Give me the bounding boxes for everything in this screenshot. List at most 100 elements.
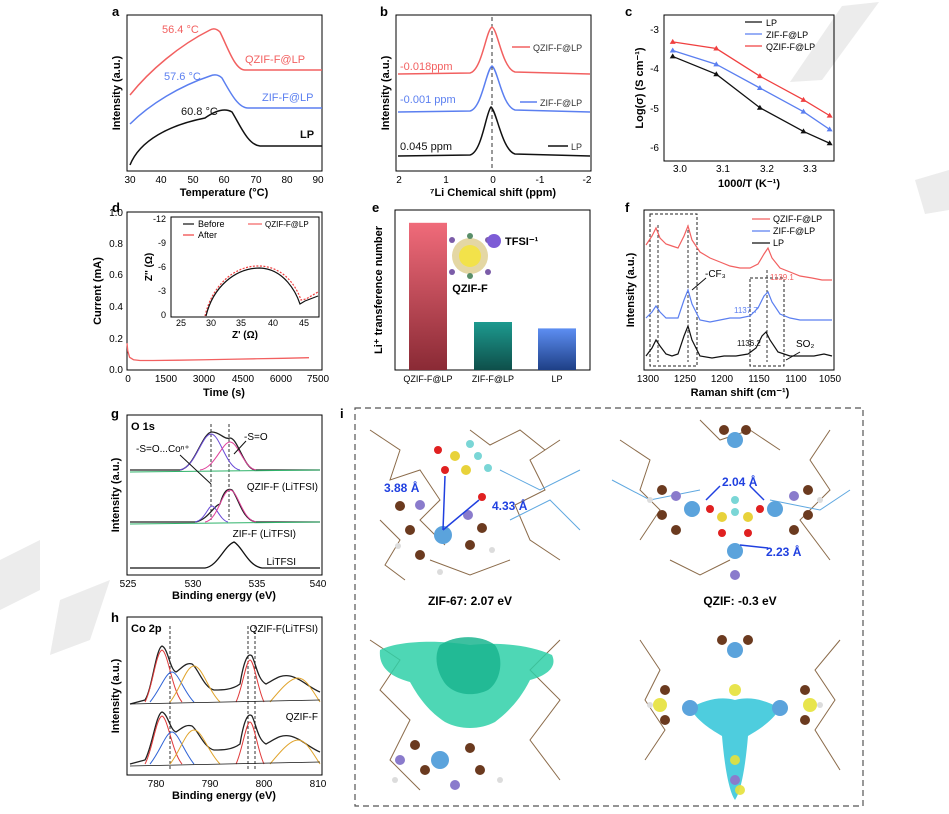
atom-c [803, 510, 813, 520]
inset-legend-before: Before [198, 219, 225, 229]
cage-node [449, 237, 455, 243]
y-tick: -4 [650, 64, 659, 75]
y-tick: -3 [650, 25, 659, 36]
y-axis-label: Intensity (a.u.) [111, 55, 123, 130]
x-tick: 1 [443, 175, 449, 186]
density-patch [729, 684, 741, 696]
atom-o [756, 505, 764, 513]
atom-o [706, 505, 714, 513]
legend-entry: QZIF-F@LP [766, 42, 815, 52]
atom-n [463, 510, 473, 520]
data-point [800, 128, 807, 134]
panel-a: a 56.4 °C 57.6 °C 60.8 °C QZIF-F@LP ZIF-… [111, 4, 324, 199]
spectrum-bottom-bg [129, 761, 321, 767]
spectrum-top-fit1 [179, 433, 241, 471]
atom-c [465, 540, 475, 550]
peak-label-zif: 1137.7 [734, 306, 758, 315]
spectrum-top-fit-red2 [235, 659, 265, 703]
legend-entry: ZIF-F@LP [773, 226, 815, 236]
x-ticks: 2 1 0 -1 -2 [396, 175, 592, 186]
data-point [669, 38, 676, 44]
data-point [756, 85, 763, 90]
atom-s [743, 512, 753, 522]
atom-c [671, 525, 681, 535]
x-tick: 6000 [270, 374, 293, 385]
annotation-so2: SO₂ [796, 339, 814, 350]
spectrum-top-envelope [129, 645, 321, 705]
x-axis-label: Binding energy (eV) [172, 790, 276, 802]
x-ticks: 780 790 800 810 [148, 779, 327, 790]
plot-frame [126, 211, 323, 371]
distance-label: 2.23 Å [766, 544, 802, 559]
wireframe [639, 639, 841, 771]
x-tick: 530 [185, 579, 202, 590]
atom-f [731, 508, 739, 516]
panel-i: i [340, 406, 864, 807]
spectrum-mid-bg [129, 521, 321, 525]
y-tick: -3 [158, 286, 166, 296]
data-point [713, 61, 720, 67]
series-layer [126, 343, 310, 362]
atom-co [767, 501, 783, 517]
distance-arrow [739, 544, 769, 549]
spectrum-label-top: QZIF-F (LiTFSI) [247, 482, 318, 493]
x-ticks: 525 530 535 540 [120, 579, 327, 590]
curve-zif [397, 65, 591, 113]
legend-entry: ZIF-F@LP [766, 30, 808, 40]
atom-n [730, 775, 740, 785]
plot-frame [395, 14, 592, 172]
distance-label: 3.88 Å [384, 480, 420, 495]
atom-co [434, 526, 452, 544]
atom-o [718, 529, 726, 537]
spectrum-bottom-fit-orange [169, 729, 221, 765]
atom-c [719, 425, 729, 435]
spectrum-title: Co 2p [131, 623, 162, 635]
spectrum-label-top: QZIF-F(LiTFSI) [250, 624, 318, 635]
plot-frame [643, 209, 835, 371]
spectrum-title: O 1s [131, 421, 155, 433]
bar [538, 328, 576, 370]
atom-h [392, 777, 398, 783]
y-axis-label: Current (mA) [92, 257, 104, 325]
distance-arrow [749, 485, 765, 501]
spectrum-top-fit-red [144, 649, 183, 703]
atom-co [684, 501, 700, 517]
legend-label-lp: LP [571, 142, 582, 152]
panel-letter: c [625, 4, 632, 19]
x-tick: 540 [310, 579, 327, 590]
inset-curve-before [205, 267, 319, 317]
x-tick: 1500 [155, 374, 178, 385]
x-tick: 7500 [307, 374, 330, 385]
inset-x-ticks: 25 30 35 40 45 [176, 318, 309, 328]
annotation-arrow [179, 454, 212, 485]
spectrum-mid-fit2 [204, 489, 257, 523]
atom-c [800, 685, 810, 695]
atom-s [717, 512, 727, 522]
y-tick: -12 [153, 214, 166, 224]
series-layer [669, 38, 833, 146]
anion-label: TFSI⁻¹ [505, 236, 539, 248]
watermark-stripe [50, 580, 110, 655]
atom-n [730, 570, 740, 580]
distance-arrow [705, 485, 721, 501]
atom-c [475, 765, 485, 775]
caption-left: ZIF-67: 2.07 eV [428, 594, 512, 608]
x-axis-label: Time (s) [203, 387, 245, 399]
distance-arrow [442, 499, 480, 531]
annotation-left: -S=O...Coⁿ⁺ [136, 444, 190, 455]
spectrum-label-mid: ZIF-F (LiTFSI) [233, 529, 296, 540]
x-tick: -1 [536, 175, 545, 186]
atom-co [682, 700, 698, 716]
density-patch [735, 785, 745, 795]
x-axis-label: Raman shift (cm⁻¹) [691, 387, 790, 399]
atom-n [450, 780, 460, 790]
spectrum-top-fit-orange2 [269, 677, 321, 703]
watermark-stripe [915, 170, 949, 214]
atom-c [465, 743, 475, 753]
atom-o [744, 529, 752, 537]
data-point [669, 47, 676, 53]
shift-label-lp: 0.045 ppm [400, 141, 452, 153]
x-tick: 535 [249, 579, 266, 590]
curve-lp [129, 109, 322, 166]
atom-h [817, 497, 823, 503]
